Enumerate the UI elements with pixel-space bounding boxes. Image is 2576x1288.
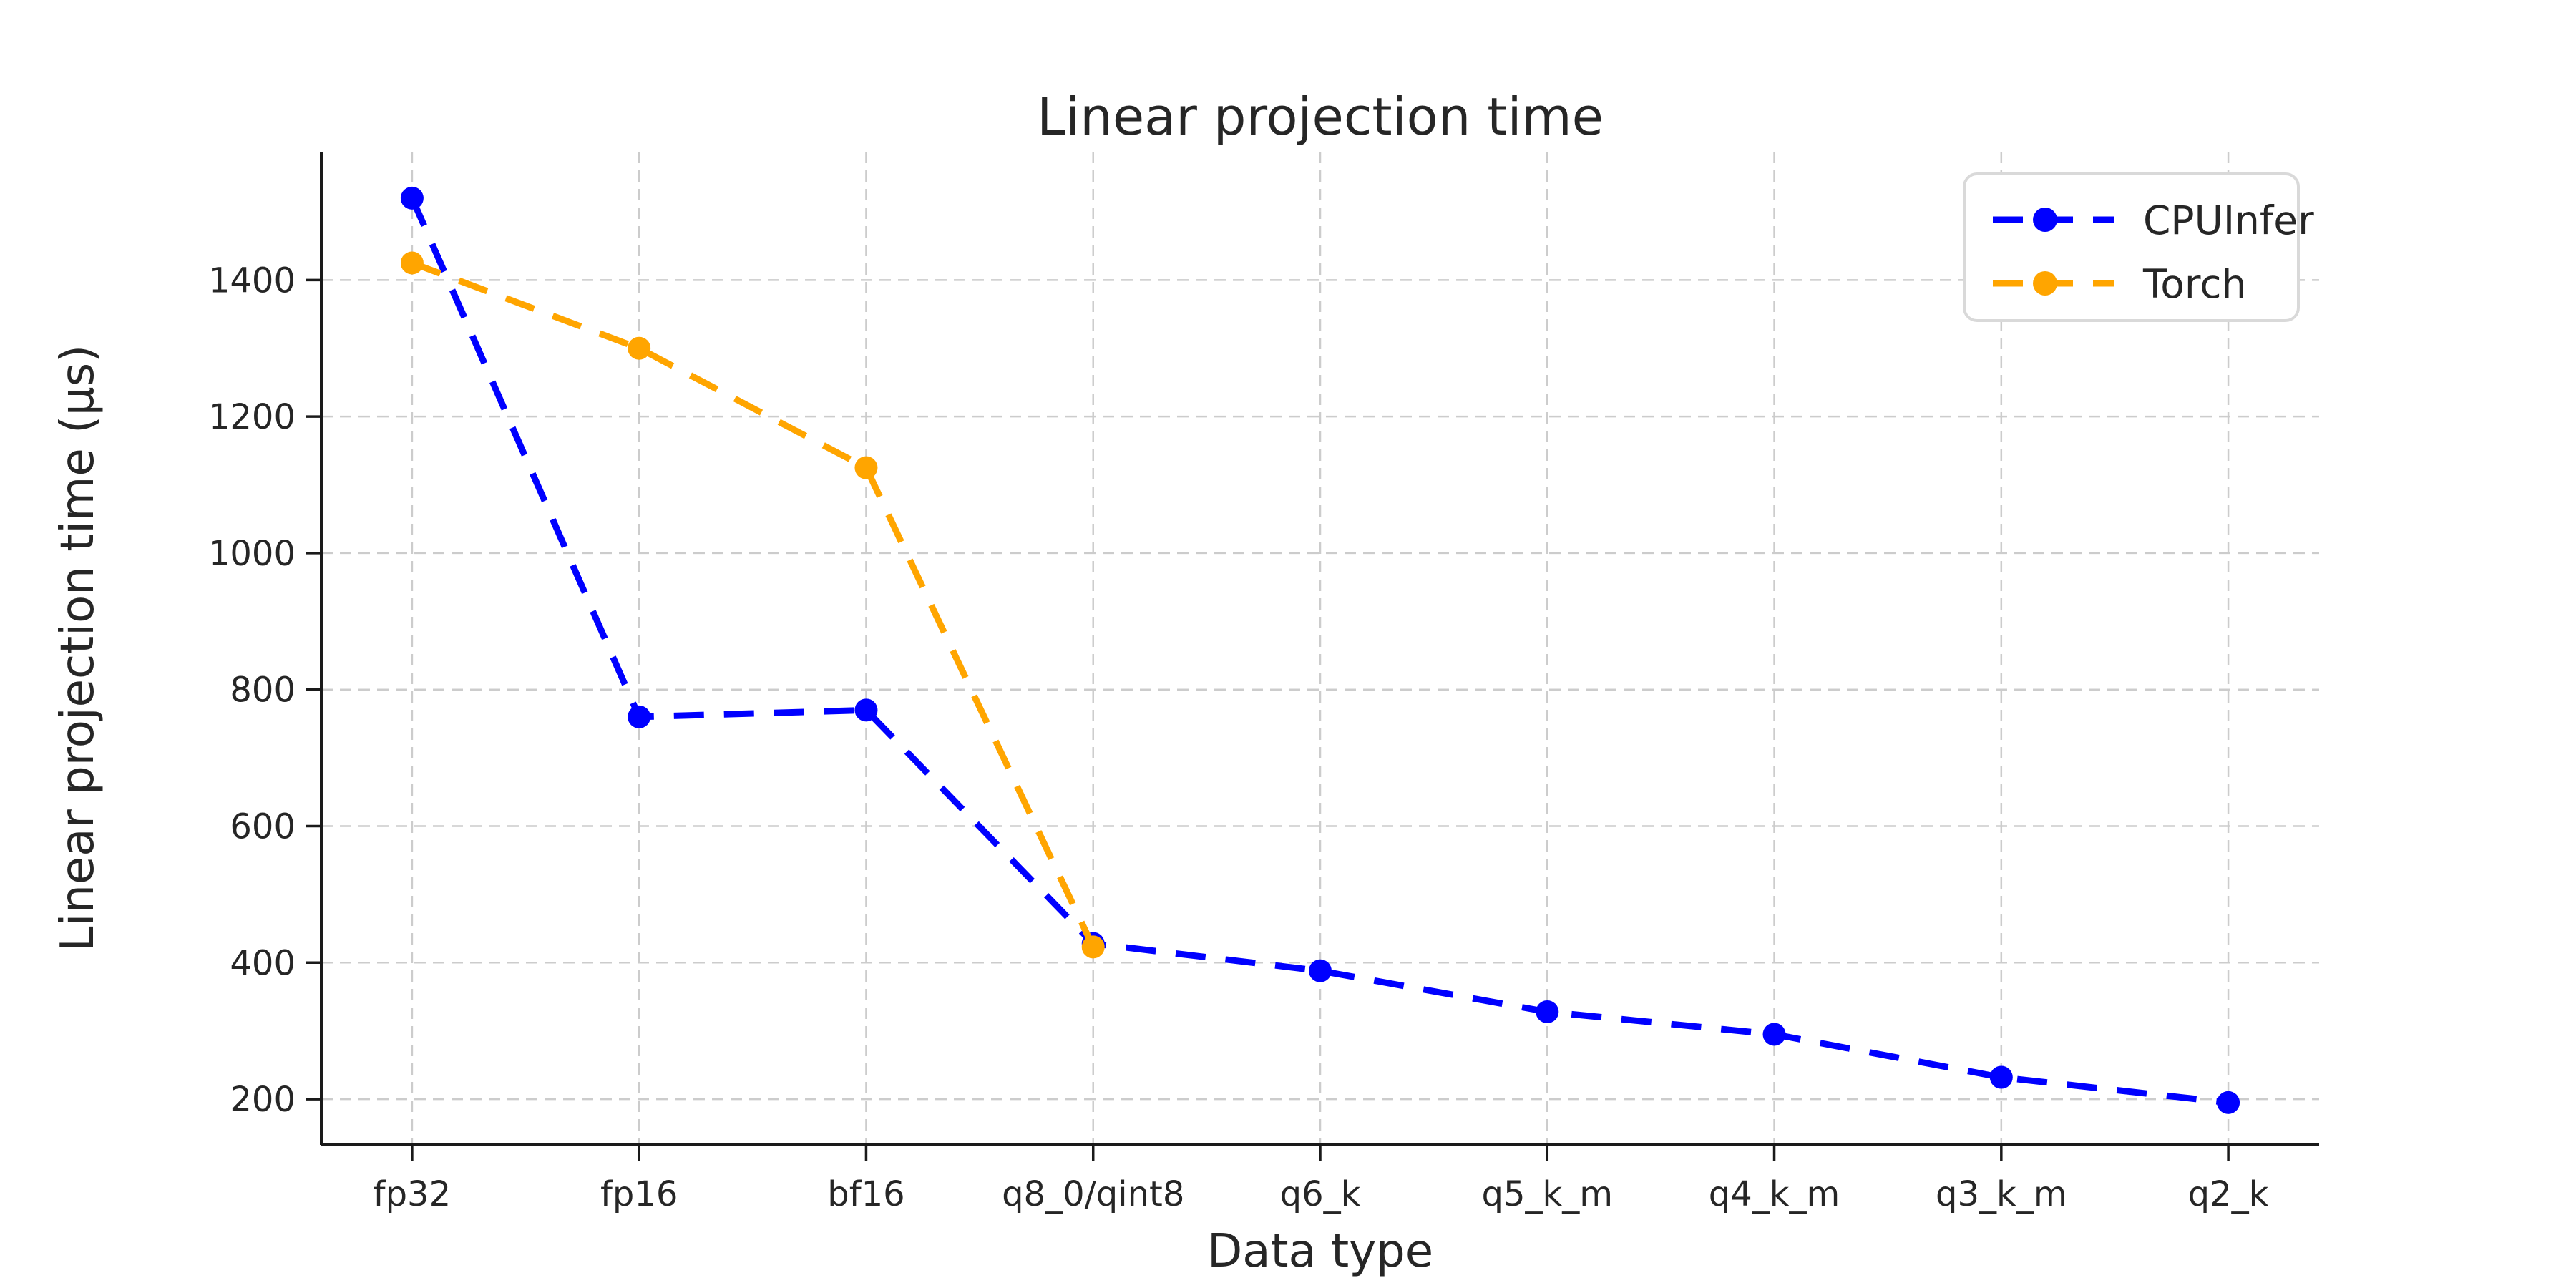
data-point-torch-bf16 — [854, 456, 878, 479]
data-point-cpuinfer-q5-k-m — [1536, 1000, 1559, 1023]
legend-item-cpuinfer: CPUInfer — [1993, 197, 2314, 243]
x-tick-label-q3-k-m: q3_k_m — [1936, 1174, 2067, 1214]
data-point-cpuinfer-fp16 — [628, 705, 651, 728]
data-point-cpuinfer-fp32 — [400, 186, 424, 210]
x-tick-label-q8-0-qint8: q8_0/qint8 — [1002, 1174, 1184, 1214]
legend-item-torch: Torch — [1993, 261, 2246, 307]
y-tick-label-400: 400 — [230, 943, 296, 983]
legend-box — [1963, 172, 2300, 322]
y-tick-label-1400: 1400 — [208, 260, 296, 301]
x-tick-label-q6-k: q6_k — [1280, 1174, 1361, 1214]
series-layer — [400, 186, 2240, 1114]
y-axis-label: Linear projection time (µs) — [52, 345, 104, 952]
series-line-torch — [411, 260, 1096, 949]
chart-title: Linear projection time — [1037, 87, 1604, 147]
data-point-cpuinfer-q3-k-m — [1989, 1065, 2013, 1089]
data-point-cpuinfer-bf16 — [854, 698, 878, 722]
y-tick-label-1200: 1200 — [208, 397, 296, 437]
data-point-cpuinfer-q4-k-m — [1762, 1023, 1786, 1046]
legend-marker-cpuinfer — [2033, 208, 2057, 232]
y-tick-label-200: 200 — [230, 1080, 296, 1120]
legend-label-torch: Torch — [2142, 261, 2246, 307]
axis-ticks: 200 400 600 800 1000 1200 1400 fp32 fp16 bf16 q8_0… — [208, 260, 2269, 1214]
data-point-cpuinfer-q2-k — [2217, 1091, 2240, 1114]
x-tick-label-fp16: fp16 — [600, 1174, 678, 1214]
x-tick-label-fp32: fp32 — [374, 1174, 451, 1214]
legend-marker-torch — [2033, 271, 2057, 296]
legend: CPUInfer Torch — [1963, 172, 2314, 322]
x-tick-label-q4-k-m: q4_k_m — [1709, 1174, 1840, 1214]
y-tick-label-600: 600 — [230, 807, 296, 847]
data-point-torch-fp32 — [400, 251, 424, 275]
data-point-cpuinfer-q6-k — [1309, 959, 1332, 982]
x-axis-label: Data type — [1207, 1225, 1433, 1278]
x-tick-label-q5-k-m: q5_k_m — [1481, 1174, 1613, 1214]
data-point-torch-q8-0-qint8 — [1081, 935, 1105, 959]
data-point-torch-fp16 — [628, 336, 651, 360]
series-line-cpuinfer — [409, 197, 2229, 1106]
y-tick-label-800: 800 — [230, 670, 296, 711]
y-tick-label-1000: 1000 — [208, 534, 296, 574]
x-tick-label-bf16: bf16 — [827, 1174, 904, 1214]
legend-label-cpuinfer: CPUInfer — [2143, 197, 2314, 243]
x-tick-label-q2-k: q2_k — [2188, 1174, 2269, 1214]
